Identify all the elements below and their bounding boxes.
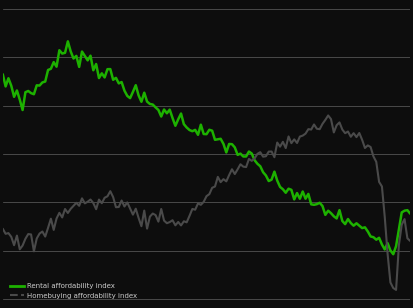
Legend: Rental affordability index, Homebuying affordability index: Rental affordability index, Homebuying a… bbox=[10, 283, 137, 299]
